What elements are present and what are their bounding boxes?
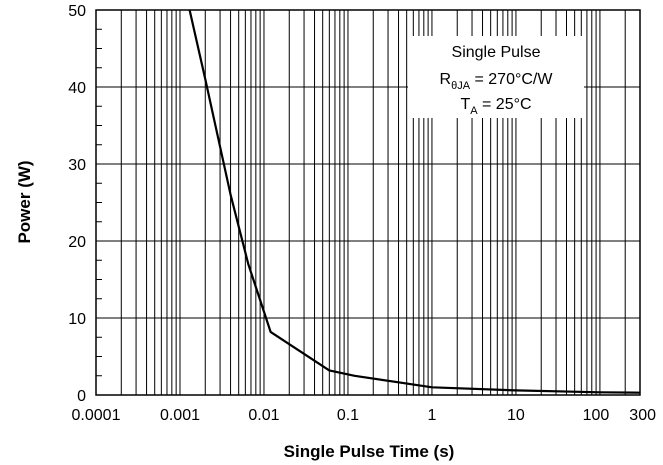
annotation-line-2: RθJA = 270°C/W xyxy=(440,71,554,92)
grid xyxy=(95,9,641,396)
x-tick-label: 0.1 xyxy=(337,407,359,424)
y-axis-title: Power (W) xyxy=(15,160,34,243)
x-tick-label: 300 xyxy=(629,407,656,424)
y-tick-label: 40 xyxy=(68,80,86,97)
annotation-box: Single Pulse RθJA = 270°C/W TA = 25°C xyxy=(408,36,584,118)
series-line-0 xyxy=(188,9,641,394)
x-tick-label: 0.0001 xyxy=(72,407,121,424)
x-tick-label: 0.01 xyxy=(248,407,279,424)
x-tick-labels: 0.0001 0.001 0.01 0.1 1 10 100 300 xyxy=(72,407,657,424)
x-tick-label: 10 xyxy=(507,407,525,424)
annotation-line-3: TA = 25°C xyxy=(460,96,531,117)
y-tick-labels: 0 10 20 30 40 50 xyxy=(68,3,86,405)
y-tick-label: 10 xyxy=(68,311,86,328)
series-group xyxy=(188,9,641,394)
x-tick-label: 100 xyxy=(583,407,610,424)
y-tick-label: 50 xyxy=(68,3,86,20)
plot-frame xyxy=(95,9,641,396)
x-tick-label: 1 xyxy=(427,407,436,424)
x-tick-label: 0.001 xyxy=(160,407,200,424)
y-tick-label: 30 xyxy=(68,157,86,174)
annotation-line-1: Single Pulse xyxy=(452,44,541,61)
plot-border xyxy=(95,9,641,396)
x-axis-title: Single Pulse Time (s) xyxy=(284,442,455,461)
y-tick-label: 20 xyxy=(68,234,86,251)
y-tick-label: 0 xyxy=(77,388,86,405)
